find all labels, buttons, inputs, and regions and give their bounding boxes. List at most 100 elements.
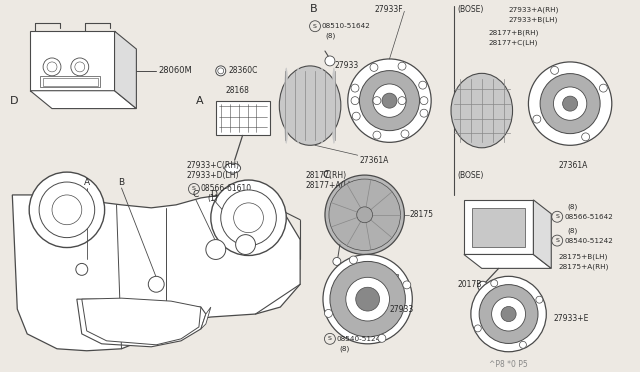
Circle shape	[360, 71, 419, 131]
Ellipse shape	[225, 163, 241, 173]
Circle shape	[330, 262, 405, 337]
Circle shape	[356, 287, 380, 311]
Text: A: A	[84, 177, 90, 186]
Circle shape	[349, 256, 357, 264]
Circle shape	[373, 97, 381, 105]
Circle shape	[325, 175, 404, 254]
Circle shape	[529, 62, 612, 145]
Circle shape	[148, 276, 164, 292]
Ellipse shape	[320, 68, 324, 143]
Circle shape	[419, 81, 427, 89]
Circle shape	[420, 109, 428, 117]
Text: C: C	[322, 170, 330, 180]
Circle shape	[563, 96, 578, 111]
Circle shape	[420, 97, 428, 105]
Circle shape	[520, 341, 527, 348]
Polygon shape	[533, 200, 551, 268]
Text: 2017B: 2017B	[458, 280, 483, 289]
Circle shape	[582, 133, 589, 141]
Text: S: S	[343, 275, 347, 280]
Polygon shape	[464, 254, 551, 268]
Text: S: S	[192, 186, 196, 192]
Bar	[40, 76, 100, 87]
Polygon shape	[30, 31, 115, 91]
Circle shape	[479, 285, 538, 343]
Text: 28175: 28175	[410, 210, 433, 219]
Circle shape	[478, 281, 488, 291]
Circle shape	[75, 62, 84, 72]
Circle shape	[351, 97, 359, 105]
Text: (8): (8)	[567, 203, 577, 210]
Circle shape	[403, 281, 411, 289]
Circle shape	[218, 68, 224, 74]
Circle shape	[325, 56, 335, 66]
Text: B: B	[118, 177, 125, 186]
Circle shape	[540, 74, 600, 134]
Circle shape	[323, 254, 412, 344]
Polygon shape	[216, 101, 270, 135]
Text: 28060M: 28060M	[158, 66, 192, 76]
Circle shape	[346, 277, 390, 321]
Circle shape	[206, 240, 226, 259]
Bar	[43, 78, 98, 86]
Text: S: S	[313, 24, 317, 29]
Ellipse shape	[308, 68, 312, 143]
Circle shape	[329, 179, 401, 250]
Circle shape	[398, 62, 406, 70]
Text: C: C	[193, 190, 199, 199]
Circle shape	[474, 325, 481, 332]
Circle shape	[76, 263, 88, 275]
Circle shape	[352, 112, 360, 120]
Circle shape	[29, 172, 104, 247]
Circle shape	[43, 58, 61, 76]
Text: (8): (8)	[340, 346, 350, 352]
Circle shape	[533, 115, 541, 123]
Polygon shape	[30, 91, 136, 109]
Text: 27933+E: 27933+E	[553, 314, 589, 324]
Polygon shape	[77, 299, 206, 347]
Circle shape	[378, 334, 386, 342]
Text: 28177+B(RH): 28177+B(RH)	[489, 30, 539, 36]
Text: D: D	[211, 190, 217, 199]
Text: 28168: 28168	[226, 86, 250, 95]
Ellipse shape	[332, 68, 336, 143]
Text: 08540-51242: 08540-51242	[337, 336, 386, 342]
Text: 28175+B(LH): 28175+B(LH)	[558, 253, 607, 260]
Circle shape	[324, 310, 332, 317]
Text: S: S	[556, 238, 559, 243]
Circle shape	[370, 63, 378, 71]
Circle shape	[401, 130, 409, 138]
Text: 27361A: 27361A	[360, 156, 389, 165]
Circle shape	[348, 59, 431, 142]
Circle shape	[554, 87, 587, 120]
Circle shape	[52, 195, 82, 225]
Text: (8): (8)	[325, 33, 335, 39]
Circle shape	[382, 93, 397, 108]
Polygon shape	[201, 307, 211, 329]
Circle shape	[351, 84, 359, 92]
Text: 27933: 27933	[335, 61, 359, 70]
Text: 28177+A(LH): 28177+A(LH)	[305, 180, 356, 189]
Text: 08540-51242: 08540-51242	[564, 238, 613, 244]
Text: (BOSE): (BOSE)	[457, 5, 483, 14]
Polygon shape	[464, 200, 533, 254]
Text: 27933+D(LH): 27933+D(LH)	[186, 171, 239, 180]
Circle shape	[356, 207, 372, 223]
Text: 27933+B(LH): 27933+B(LH)	[509, 16, 558, 22]
Text: 27933F: 27933F	[374, 5, 403, 14]
Circle shape	[71, 58, 89, 76]
Text: 28360C: 28360C	[228, 66, 258, 76]
Text: 08566-61610: 08566-61610	[201, 185, 252, 193]
Text: 27933: 27933	[390, 305, 413, 314]
Circle shape	[211, 180, 286, 256]
Text: D: D	[10, 96, 19, 106]
Text: 28177+C(LH): 28177+C(LH)	[489, 40, 538, 46]
Circle shape	[398, 97, 406, 105]
Circle shape	[236, 235, 255, 254]
Text: 27933+C(RH): 27933+C(RH)	[186, 161, 239, 170]
Text: 28175+A(RH): 28175+A(RH)	[558, 263, 609, 270]
Ellipse shape	[279, 66, 341, 145]
Circle shape	[234, 203, 264, 232]
Text: 08566-51642: 08566-51642	[352, 274, 401, 280]
Circle shape	[216, 66, 226, 76]
